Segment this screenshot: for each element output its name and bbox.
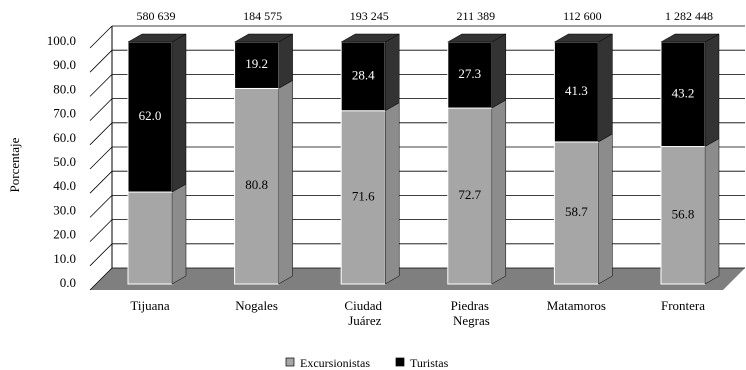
- floor: [90, 268, 745, 290]
- total-label: 1 282 448: [665, 9, 713, 23]
- y-tick-label: 80.0: [53, 81, 76, 96]
- bar-front: [234, 87, 280, 285]
- y-tick-label: 90.0: [53, 57, 76, 72]
- bar-side: [491, 33, 507, 109]
- bar-side: [278, 80, 293, 285]
- data-label: 62.0: [139, 108, 162, 123]
- data-label: 19.2: [245, 56, 268, 71]
- data-label: 27.3: [458, 66, 481, 81]
- y-tick-label: 30.0: [53, 202, 76, 217]
- bar-side: [384, 102, 400, 285]
- bar-side: [384, 33, 400, 112]
- bar-top: [233, 33, 294, 43]
- tick-mark: [89, 243, 113, 267]
- tick-mark: [89, 25, 113, 49]
- bar-front: [553, 141, 599, 285]
- bar-top: [553, 33, 614, 43]
- data-label: 72.7: [458, 187, 481, 202]
- bar-segment: [127, 183, 187, 285]
- bar-segment: [234, 80, 293, 285]
- y-tick-label: 40.0: [53, 178, 76, 193]
- bar-front: [660, 146, 706, 285]
- tick-mark: [89, 74, 113, 97]
- y-tick-label: 20.0: [53, 227, 76, 242]
- total-label: 184 575: [243, 9, 282, 23]
- bar-segment: [446, 33, 507, 109]
- bar-side: [704, 33, 720, 147]
- bar-segment: [660, 33, 720, 148]
- bar-top: [127, 33, 187, 43]
- tick-mark: [89, 267, 113, 291]
- x-tick-label: Nogales: [235, 298, 278, 313]
- y-tick-label: 100.0: [47, 33, 76, 48]
- bar-segment: [340, 102, 400, 285]
- y-axis-label: Porcentaje: [7, 137, 22, 192]
- total-label: 193 245: [350, 9, 389, 23]
- x-tick-line: Juárez: [345, 313, 382, 328]
- bar-side: [171, 183, 187, 285]
- x-tick-label: Tijuana: [130, 298, 169, 313]
- y-tick-label: 0.0: [60, 275, 76, 290]
- bar-front: [340, 41, 386, 112]
- x-tick-label: Matamoros: [547, 298, 606, 313]
- bar-side: [171, 33, 187, 193]
- y-tick-label: 60.0: [53, 130, 76, 145]
- bar-front: [127, 41, 173, 193]
- bar-side: [704, 138, 720, 285]
- bar-segment: [447, 99, 507, 285]
- bar-side: [598, 33, 613, 143]
- x-tick-line: Ciudad: [344, 298, 382, 313]
- x-tick-label: Piedras Negras: [450, 298, 490, 328]
- bar-front: [660, 41, 706, 148]
- tick-mark: [89, 49, 113, 73]
- bar-segment: [553, 33, 614, 143]
- tick-mark: [89, 195, 113, 218]
- y-tick-label: 10.0: [53, 251, 76, 266]
- tick-mark: [89, 219, 113, 242]
- bar-front: [447, 107, 493, 285]
- x-tick-line: Negras: [450, 313, 490, 328]
- data-label: 43.2: [672, 85, 695, 100]
- tick-mark: [89, 122, 113, 146]
- bar-side: [278, 33, 293, 89]
- bar-segment: [660, 138, 720, 285]
- legend-label: Excursionistas: [300, 356, 370, 370]
- bar-side: [491, 99, 507, 285]
- data-label: 41.3: [565, 83, 588, 98]
- y-tick-label: 70.0: [53, 106, 76, 121]
- bar-front: [340, 110, 386, 285]
- bar-top: [340, 33, 401, 43]
- data-label: 80.8: [245, 177, 268, 192]
- y-tick-label: 50.0: [53, 154, 76, 169]
- data-label: 56.8: [672, 206, 695, 221]
- total-label: 211 389: [457, 9, 496, 23]
- x-tick-line: Piedras: [451, 298, 489, 313]
- data-label: 71.6: [352, 188, 375, 203]
- bar-side: [598, 133, 613, 285]
- data-label: 58.7: [565, 204, 588, 219]
- legend-swatch: [395, 357, 405, 367]
- bar-top: [660, 33, 720, 43]
- x-tick-label: Frontera: [661, 298, 705, 313]
- bar-segment: [553, 133, 613, 285]
- bar-top: [446, 33, 507, 43]
- legend-label: Turistas: [410, 356, 449, 370]
- legend-swatch: [285, 357, 295, 367]
- bar-segment: [340, 33, 401, 112]
- data-label: 28.4: [352, 67, 375, 82]
- bar-segment: [127, 33, 187, 193]
- tick-mark: [89, 146, 113, 170]
- total-label: 580 639: [137, 9, 176, 23]
- bar-front: [447, 41, 493, 109]
- total-label: 112 600: [563, 9, 602, 23]
- tick-mark: [89, 98, 113, 121]
- tick-mark: [89, 170, 113, 194]
- bar-segment: [233, 33, 294, 89]
- bar-front: [127, 191, 173, 285]
- x-tick-label: Ciudad Juárez: [344, 298, 382, 328]
